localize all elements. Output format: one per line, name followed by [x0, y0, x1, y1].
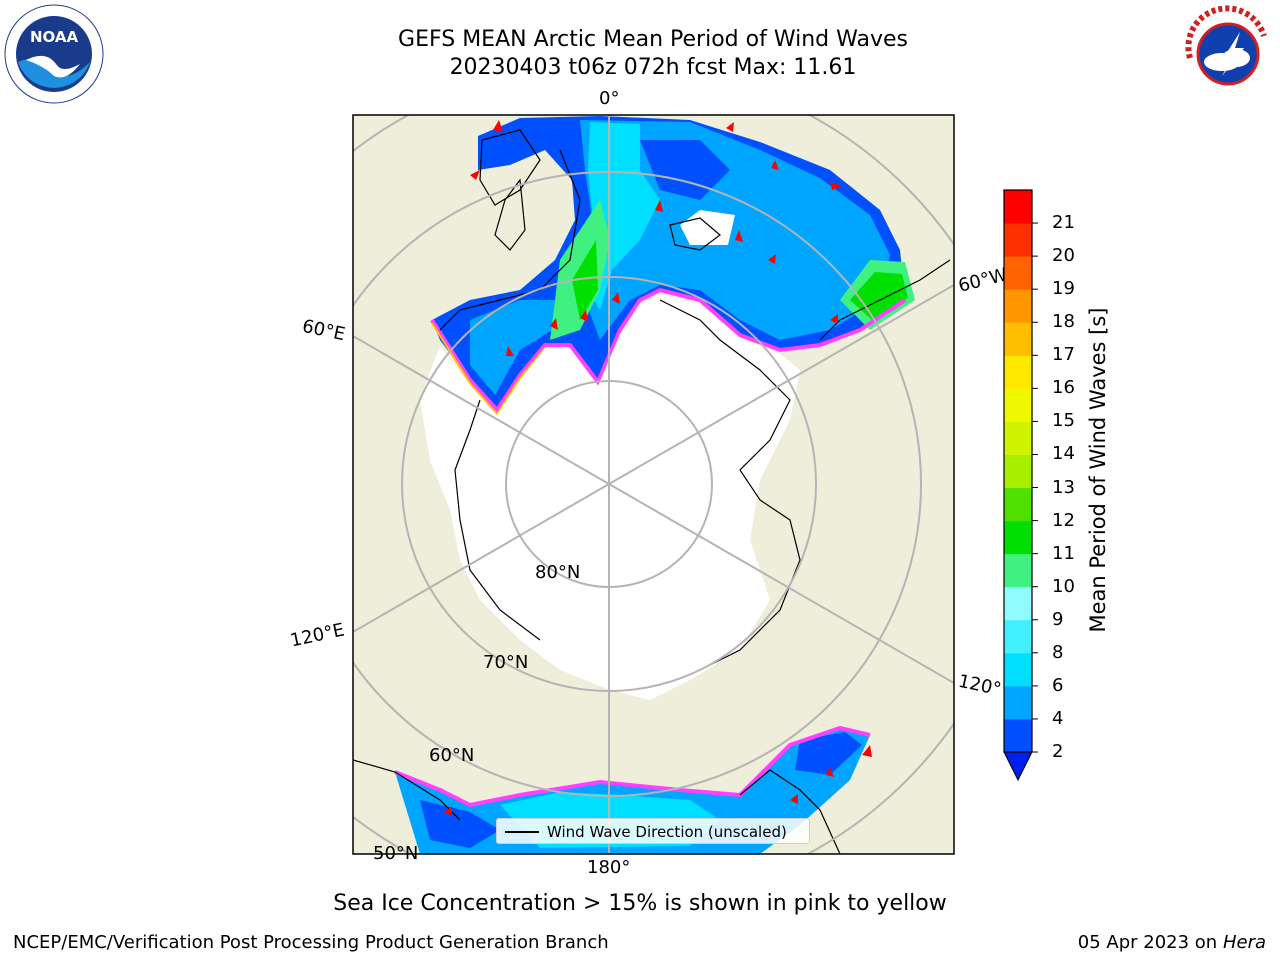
colorbar-tick-label: 17 [1052, 344, 1075, 366]
colorbar-segment [1004, 454, 1032, 489]
colorbar-segment [1004, 256, 1032, 290]
colorbar-segment [1004, 322, 1032, 356]
map-legend: Wind Wave Direction (unscaled) [496, 818, 810, 844]
colorbar-segment [1004, 586, 1032, 621]
colorbar-segment [1004, 190, 1032, 224]
colorbar-tick-label: 20 [1052, 245, 1075, 267]
colorbar-tick-label: 15 [1052, 410, 1075, 432]
colorbar-tick-label: 12 [1052, 509, 1075, 531]
lon-label-180: 180° [587, 857, 631, 878]
colorbar-tick-label: 8 [1052, 641, 1064, 663]
footer-date-text: 05 Apr 2023 on [1077, 932, 1223, 953]
colorbar-tick-label: 2 [1052, 741, 1064, 762]
footer-credit: NCEP/EMC/Verification Post Processing Pr… [13, 932, 609, 953]
colorbar-segment [1004, 421, 1032, 455]
colorbar-tick-label: 14 [1052, 443, 1075, 465]
colorbar-frame [1003, 189, 1033, 753]
chart-title: GEFS MEAN Arctic Mean Period of Wind Wav… [398, 27, 908, 52]
colorbar-tick-label: 10 [1052, 575, 1075, 597]
colorbar-segment [1004, 619, 1032, 654]
colorbar-segment [1004, 685, 1032, 720]
colorbar-tick-label: 11 [1052, 542, 1075, 564]
colorbar-segment [1004, 223, 1032, 257]
footer-machine: Hera [1222, 932, 1266, 953]
footer-date: 05 Apr 2023 on Hera [1078, 932, 1266, 953]
colorbar-segment [1004, 520, 1032, 555]
colorbar-tick-label: 18 [1052, 311, 1075, 333]
svg-text:NOAA: NOAA [30, 28, 79, 46]
lat-label-50: 50°N [373, 843, 419, 864]
colorbar-tick-label: 6 [1052, 674, 1064, 696]
legend-line-icon [505, 831, 539, 833]
colorbar-segment [1004, 355, 1032, 389]
colorbar-tick-label: 4 [1052, 707, 1064, 729]
colorbar-extend-triangle [1003, 751, 1033, 782]
sea-ice-caption: Sea Ice Concentration > 15% is shown in … [333, 891, 947, 916]
colorbar [1003, 189, 1038, 782]
colorbar-segment [1004, 289, 1032, 323]
nws-logo [1179, 5, 1277, 103]
lon-label-0: 0° [599, 88, 620, 109]
lat-label-80: 80°N [535, 562, 581, 583]
colorbar-label: Mean Period of Wind Waves [s] [1086, 307, 1110, 633]
colorbar-segment [1004, 388, 1032, 422]
colorbar-segment [1004, 487, 1032, 522]
colorbar-tick-label: 13 [1052, 476, 1075, 498]
legend-entry: Wind Wave Direction (unscaled) [547, 823, 787, 841]
colorbar-tick-label: 9 [1052, 608, 1064, 630]
chart-subtitle: 20230403 t06z 072h fcst Max: 11.61 [449, 55, 857, 80]
lat-label-70: 70°N [483, 652, 529, 673]
colorbar-segment [1004, 652, 1032, 687]
wind-wave-arrows [444, 120, 872, 816]
map-frame [352, 114, 955, 855]
colorbar-segment [1004, 718, 1032, 753]
colorbar-tick-label: 21 [1052, 212, 1075, 234]
colorbar-segment [1004, 553, 1032, 588]
lat-label-60: 60°N [429, 745, 475, 766]
colorbar-tick-label: 16 [1052, 377, 1075, 399]
noaa-logo: NOAA [4, 4, 104, 104]
colorbar-tick-label: 19 [1052, 278, 1075, 300]
